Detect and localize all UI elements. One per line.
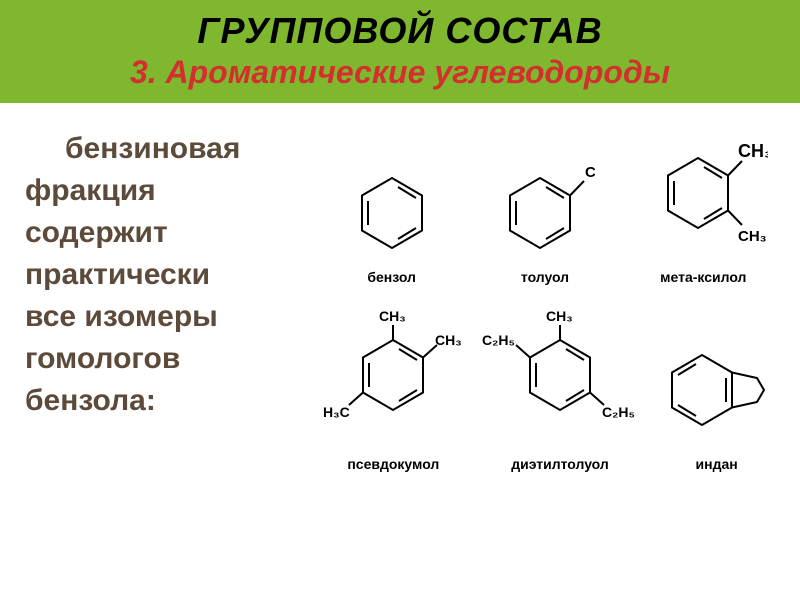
substituent-label: CH₃ — [379, 308, 406, 324]
molecules-grid: бензол CH₃ толуол — [305, 123, 785, 487]
pseudocumene-icon: CH₃ CH₃ H₃C — [323, 300, 463, 450]
text-line: фракция — [25, 170, 305, 212]
substituent-label: H₃C — [323, 404, 350, 420]
indane-icon — [657, 330, 777, 450]
molecule-indane: индан — [657, 330, 777, 472]
mol-label: бензол — [367, 269, 416, 285]
diethyltoluene-icon: CH₃ C₂H₅ C₂H₅ — [480, 300, 640, 450]
content-area: бензиновая фракция содержит практически … — [0, 103, 800, 487]
mol-label: псевдокумол — [347, 456, 439, 472]
mol-label: мета-ксилол — [660, 269, 746, 285]
substituent-label: CH₃ — [435, 332, 462, 348]
header-banner: ГРУППОВОЙ СОСТАВ 3. Ароматические углево… — [0, 0, 800, 103]
toluene-icon: CH₃ — [495, 143, 595, 263]
molecule-row-2: CH₃ CH₃ H₃C псевдокумол — [315, 300, 785, 472]
molecule-benzene: бензол — [332, 153, 452, 285]
molecule-toluene: CH₃ толуол — [485, 143, 605, 285]
molecule-metaxylene: CH₃ CH₃ мета-ксилол — [638, 123, 768, 285]
text-line: гомологов — [25, 338, 305, 380]
substituent-label: CH₃ — [738, 141, 768, 161]
text-line: бензиновая — [25, 128, 305, 170]
molecule-pseudocumene: CH₃ CH₃ H₃C псевдокумол — [323, 300, 463, 472]
mol-label: толуол — [521, 269, 569, 285]
text-line: содержит — [25, 212, 305, 254]
text-line: практически — [25, 254, 305, 296]
mol-label: диэтилтолуол — [511, 456, 609, 472]
text-line: все изомеры — [25, 296, 305, 338]
substituent-label: C₂H₅ — [482, 332, 515, 348]
substituent-label: CH₃ — [546, 308, 573, 324]
molecule-diethyltoluene: CH₃ C₂H₅ C₂H₅ диэтилтолуол — [480, 300, 640, 472]
molecule-row-1: бензол CH₃ толуол — [315, 123, 785, 285]
sub-title: 3. Ароматические углеводороды — [20, 54, 780, 91]
metaxylene-icon: CH₃ CH₃ — [638, 123, 768, 263]
mol-label: индан — [696, 456, 738, 472]
benzene-icon — [347, 153, 437, 263]
substituent-label: C₂H₅ — [602, 404, 635, 420]
substituent-label: CH₃ — [738, 228, 767, 245]
main-title: ГРУППОВОЙ СОСТАВ — [20, 10, 780, 52]
description-text: бензиновая фракция содержит практически … — [25, 123, 305, 487]
substituent-label: CH₃ — [585, 164, 595, 181]
text-line: бензола: — [25, 380, 305, 422]
